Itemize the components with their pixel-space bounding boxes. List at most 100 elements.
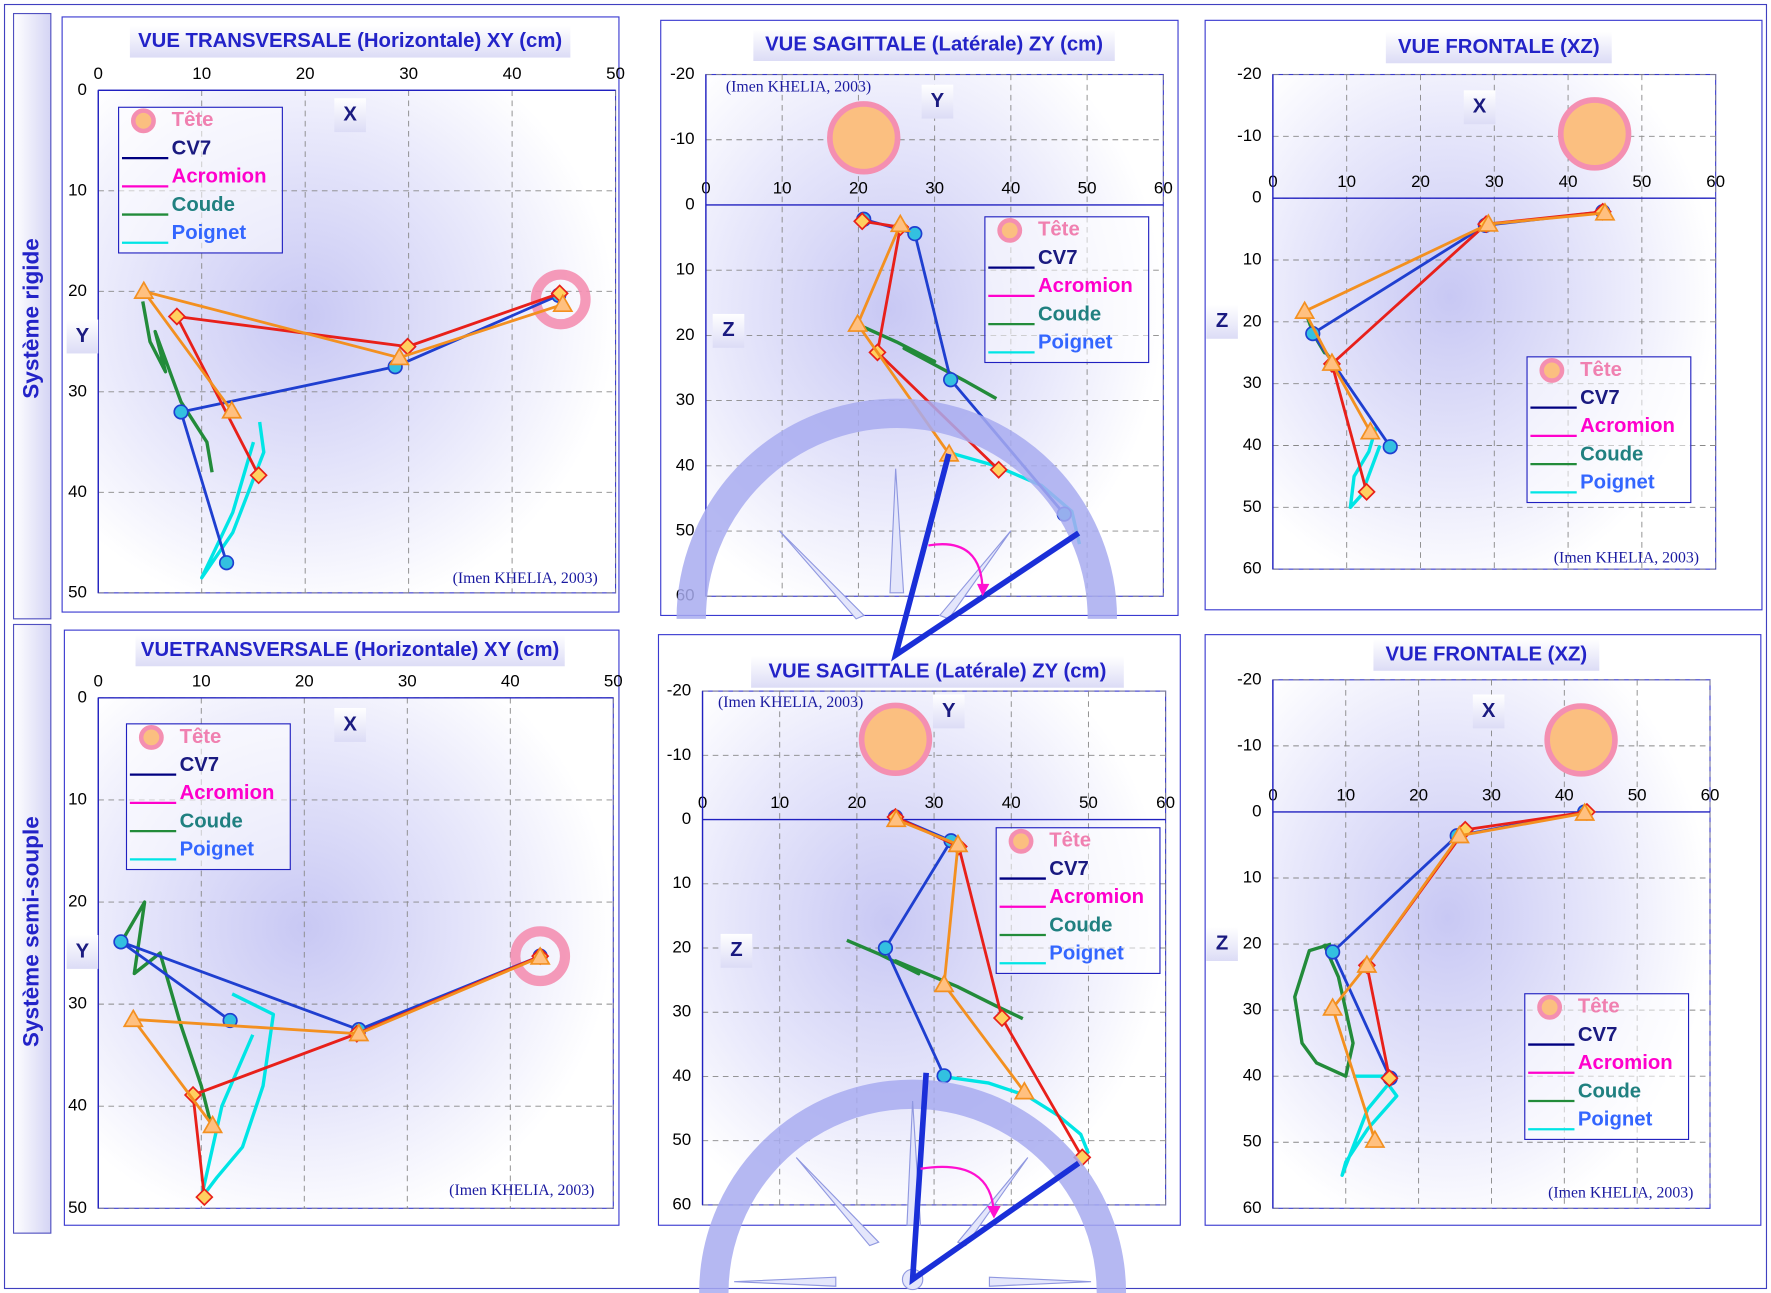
legend-label: Coude bbox=[180, 810, 243, 832]
legend-label: Poignet bbox=[180, 839, 255, 861]
marker bbox=[348, 1022, 370, 1042]
legend-label: Poignet bbox=[1578, 1109, 1653, 1131]
marker bbox=[1477, 213, 1499, 232]
axis-label-box bbox=[712, 313, 745, 348]
y-tick-label: 0 bbox=[685, 194, 694, 213]
x-tick-label: 10 bbox=[192, 672, 211, 691]
y-axis-label: Y bbox=[76, 325, 90, 347]
y-tick-label: 50 bbox=[68, 1198, 87, 1217]
x-axis-label: Y bbox=[931, 90, 945, 112]
marker bbox=[936, 1068, 952, 1084]
title-box bbox=[1385, 31, 1612, 64]
y-tick-label: -20 bbox=[667, 681, 691, 700]
chart-title: VUETRANSVERSALE (Horizontale) XY (cm) bbox=[141, 639, 559, 661]
y-tick-label: 0 bbox=[1252, 801, 1261, 820]
marker bbox=[877, 940, 894, 956]
y-tick-label: 0 bbox=[78, 80, 87, 99]
marker bbox=[1574, 802, 1596, 821]
annotation: (Imen KHELIA, 2003) bbox=[1548, 1184, 1693, 1201]
axis-label-box bbox=[66, 935, 99, 969]
marker bbox=[1013, 1081, 1035, 1100]
x-tick-label: 50 bbox=[1632, 172, 1651, 191]
y-tick-label: 0 bbox=[1252, 188, 1261, 207]
x-tick-label: 40 bbox=[501, 672, 520, 691]
marker bbox=[1448, 824, 1470, 844]
y-tick-label: 40 bbox=[1243, 435, 1262, 454]
marker bbox=[847, 313, 869, 332]
pose-line bbox=[119, 940, 541, 1032]
y-tick-label: 60 bbox=[672, 1194, 691, 1213]
x-tick-label: 10 bbox=[773, 179, 792, 198]
x-tick-label: 20 bbox=[295, 672, 314, 691]
head bbox=[1544, 703, 1618, 777]
y-tick-label: 10 bbox=[672, 873, 691, 892]
x-tick-label: 20 bbox=[1411, 172, 1430, 191]
y-tick-label: -20 bbox=[1237, 64, 1261, 83]
angle-arrow bbox=[928, 543, 984, 593]
y-tick-label: 20 bbox=[672, 937, 691, 956]
y-axis-label: Z bbox=[730, 939, 742, 961]
marker bbox=[113, 934, 129, 950]
y-axis-label: Z bbox=[1216, 310, 1228, 332]
chart-title: VUE FRONTALE (XZ) bbox=[1398, 36, 1600, 58]
trajectory bbox=[141, 301, 214, 473]
y-tick-label: 50 bbox=[1243, 1132, 1262, 1151]
marker bbox=[1594, 202, 1616, 221]
marker bbox=[1294, 300, 1316, 319]
angle-arrow-head bbox=[976, 583, 990, 597]
marker bbox=[388, 346, 410, 366]
x-tick-label: 10 bbox=[1337, 172, 1356, 191]
row-label-box bbox=[12, 12, 52, 620]
marker bbox=[1380, 1069, 1399, 1088]
y-tick-label: 20 bbox=[68, 892, 87, 911]
y-tick-label: 30 bbox=[68, 381, 87, 400]
y-tick-label: -20 bbox=[670, 64, 694, 83]
head bbox=[827, 101, 901, 175]
axis-label-box bbox=[66, 319, 99, 354]
legend-label: Poignet bbox=[1038, 332, 1113, 354]
title-box bbox=[1373, 639, 1600, 671]
x-axis-label: X bbox=[343, 104, 357, 126]
x-tick-label: 50 bbox=[604, 672, 623, 691]
y-tick-label: -10 bbox=[670, 129, 694, 148]
marker bbox=[173, 404, 189, 420]
legend-label: Acromion bbox=[1049, 886, 1144, 908]
head bbox=[1557, 97, 1632, 171]
annotation: (Imen KHELIA, 2003) bbox=[453, 570, 598, 587]
y-tick-label: 30 bbox=[672, 1002, 691, 1021]
y-tick-label: 40 bbox=[1243, 1066, 1262, 1085]
y-tick-label: 50 bbox=[676, 521, 695, 540]
marker bbox=[552, 293, 574, 313]
x-tick-label: 30 bbox=[925, 179, 944, 198]
protractor-arc bbox=[676, 398, 1118, 619]
legend-label: Coude bbox=[1578, 1080, 1641, 1102]
y-tick-label: -10 bbox=[667, 745, 691, 764]
legend-label: Coude bbox=[1580, 443, 1643, 465]
marker bbox=[221, 400, 243, 419]
chart-title: VUE SAGITTALE (Latérale) ZY (cm) bbox=[765, 34, 1103, 56]
marker bbox=[889, 213, 911, 233]
frame bbox=[3, 3, 1768, 1290]
marker bbox=[218, 555, 235, 571]
y-tick-label: 50 bbox=[1243, 497, 1262, 516]
marker bbox=[1359, 421, 1381, 440]
trajectory bbox=[941, 1074, 1091, 1155]
legend-label: CV7 bbox=[1049, 858, 1089, 880]
marker bbox=[943, 372, 959, 388]
x-axis-label: X bbox=[1473, 96, 1487, 118]
x-tick-label: 50 bbox=[606, 64, 625, 83]
pose-line bbox=[142, 289, 564, 412]
legend-label: Acromion bbox=[1580, 415, 1675, 437]
x-tick-label: 50 bbox=[1079, 793, 1098, 812]
y-tick-label: 40 bbox=[68, 1096, 87, 1115]
x-tick-label: 0 bbox=[94, 64, 103, 83]
y-tick-label: 50 bbox=[672, 1130, 691, 1149]
legend-label: CV7 bbox=[1580, 387, 1620, 409]
angle-lines bbox=[909, 1072, 1081, 1286]
legend-swatch bbox=[1537, 994, 1563, 1020]
x-tick-label: 60 bbox=[1156, 793, 1175, 812]
angle-arrow bbox=[920, 1165, 996, 1214]
annotation: (Imen KHELIA, 2003) bbox=[449, 1182, 594, 1199]
annotation: (Imen KHELIA, 2003) bbox=[726, 79, 871, 96]
x-tick-label: 60 bbox=[1706, 172, 1725, 191]
